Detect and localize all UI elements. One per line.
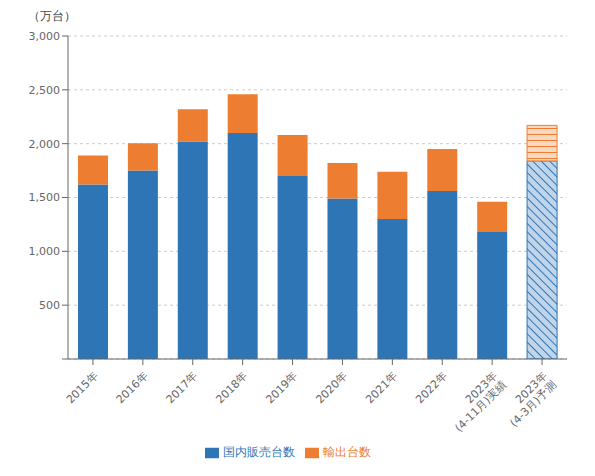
svg-text:2023年(4-11月)実績: 2023年(4-11月)実績 (444, 369, 509, 434)
svg-text:2016年: 2016年 (114, 369, 151, 406)
svg-text:2023年(4-3月)予測: 2023年(4-3月)予測 (498, 369, 558, 429)
svg-text:2,500: 2,500 (29, 84, 61, 97)
html-text:輸出台数: 輸出台数 (322, 445, 371, 459)
svg-text:500: 500 (39, 299, 60, 312)
svg-text:2019年: 2019年 (263, 369, 300, 406)
svg-text:2018年: 2018年 (214, 369, 251, 406)
svg-text:1,500: 1,500 (29, 191, 61, 204)
svg-text:1,000: 1,000 (29, 245, 61, 258)
svg-text:2022年: 2022年 (413, 369, 450, 406)
html-text:（万台）: （万台） (28, 9, 76, 23)
html-text:国内販売台数: 国内販売台数 (222, 445, 295, 459)
svg-text:2021年: 2021年 (363, 369, 400, 406)
svg-text:3,000: 3,000 (29, 30, 61, 43)
svg-text:2020年: 2020年 (313, 369, 350, 406)
svg-text:2017年: 2017年 (164, 369, 201, 406)
svg-text:2,000: 2,000 (29, 138, 61, 151)
svg-text:2015年: 2015年 (64, 369, 101, 406)
